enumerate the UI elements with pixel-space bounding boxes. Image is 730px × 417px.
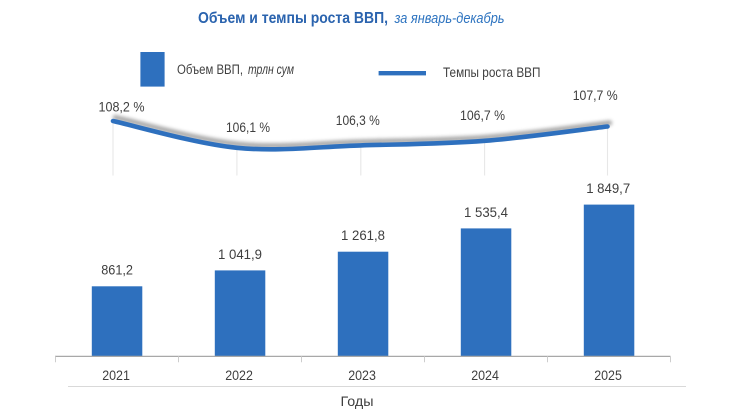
svg-text:1 849,7: 1 849,7 [586,180,630,196]
svg-text:861,2: 861,2 [101,262,133,278]
svg-text:Объем ВВП,: Объем ВВП, [177,62,243,77]
svg-text:2022: 2022 [225,367,253,383]
svg-text:106,3 %: 106,3 % [336,112,380,128]
svg-text:107,7 %: 107,7 % [573,87,618,103]
svg-text:1 041,9: 1 041,9 [218,246,262,262]
svg-text:2021: 2021 [102,367,130,383]
svg-text:106,7 %: 106,7 % [460,107,505,123]
svg-text:за январь-декабрь: за январь-декабрь [394,10,505,27]
svg-text:Темпы роста ВВП: Темпы роста ВВП [443,65,541,80]
svg-text:Объем и темпы роста ВВП,: Объем и темпы роста ВВП, [198,10,388,27]
svg-text:1 535,4: 1 535,4 [464,204,508,220]
svg-text:108,2 %: 108,2 % [99,98,145,114]
svg-text:Годы: Годы [341,394,374,409]
svg-text:трлн сум: трлн сум [248,62,294,77]
svg-text:2024: 2024 [471,367,499,383]
svg-text:2023: 2023 [348,367,376,383]
svg-text:106,1 %: 106,1 % [226,119,270,135]
svg-text:2025: 2025 [594,367,622,383]
svg-text:1 261,8: 1 261,8 [341,227,385,243]
